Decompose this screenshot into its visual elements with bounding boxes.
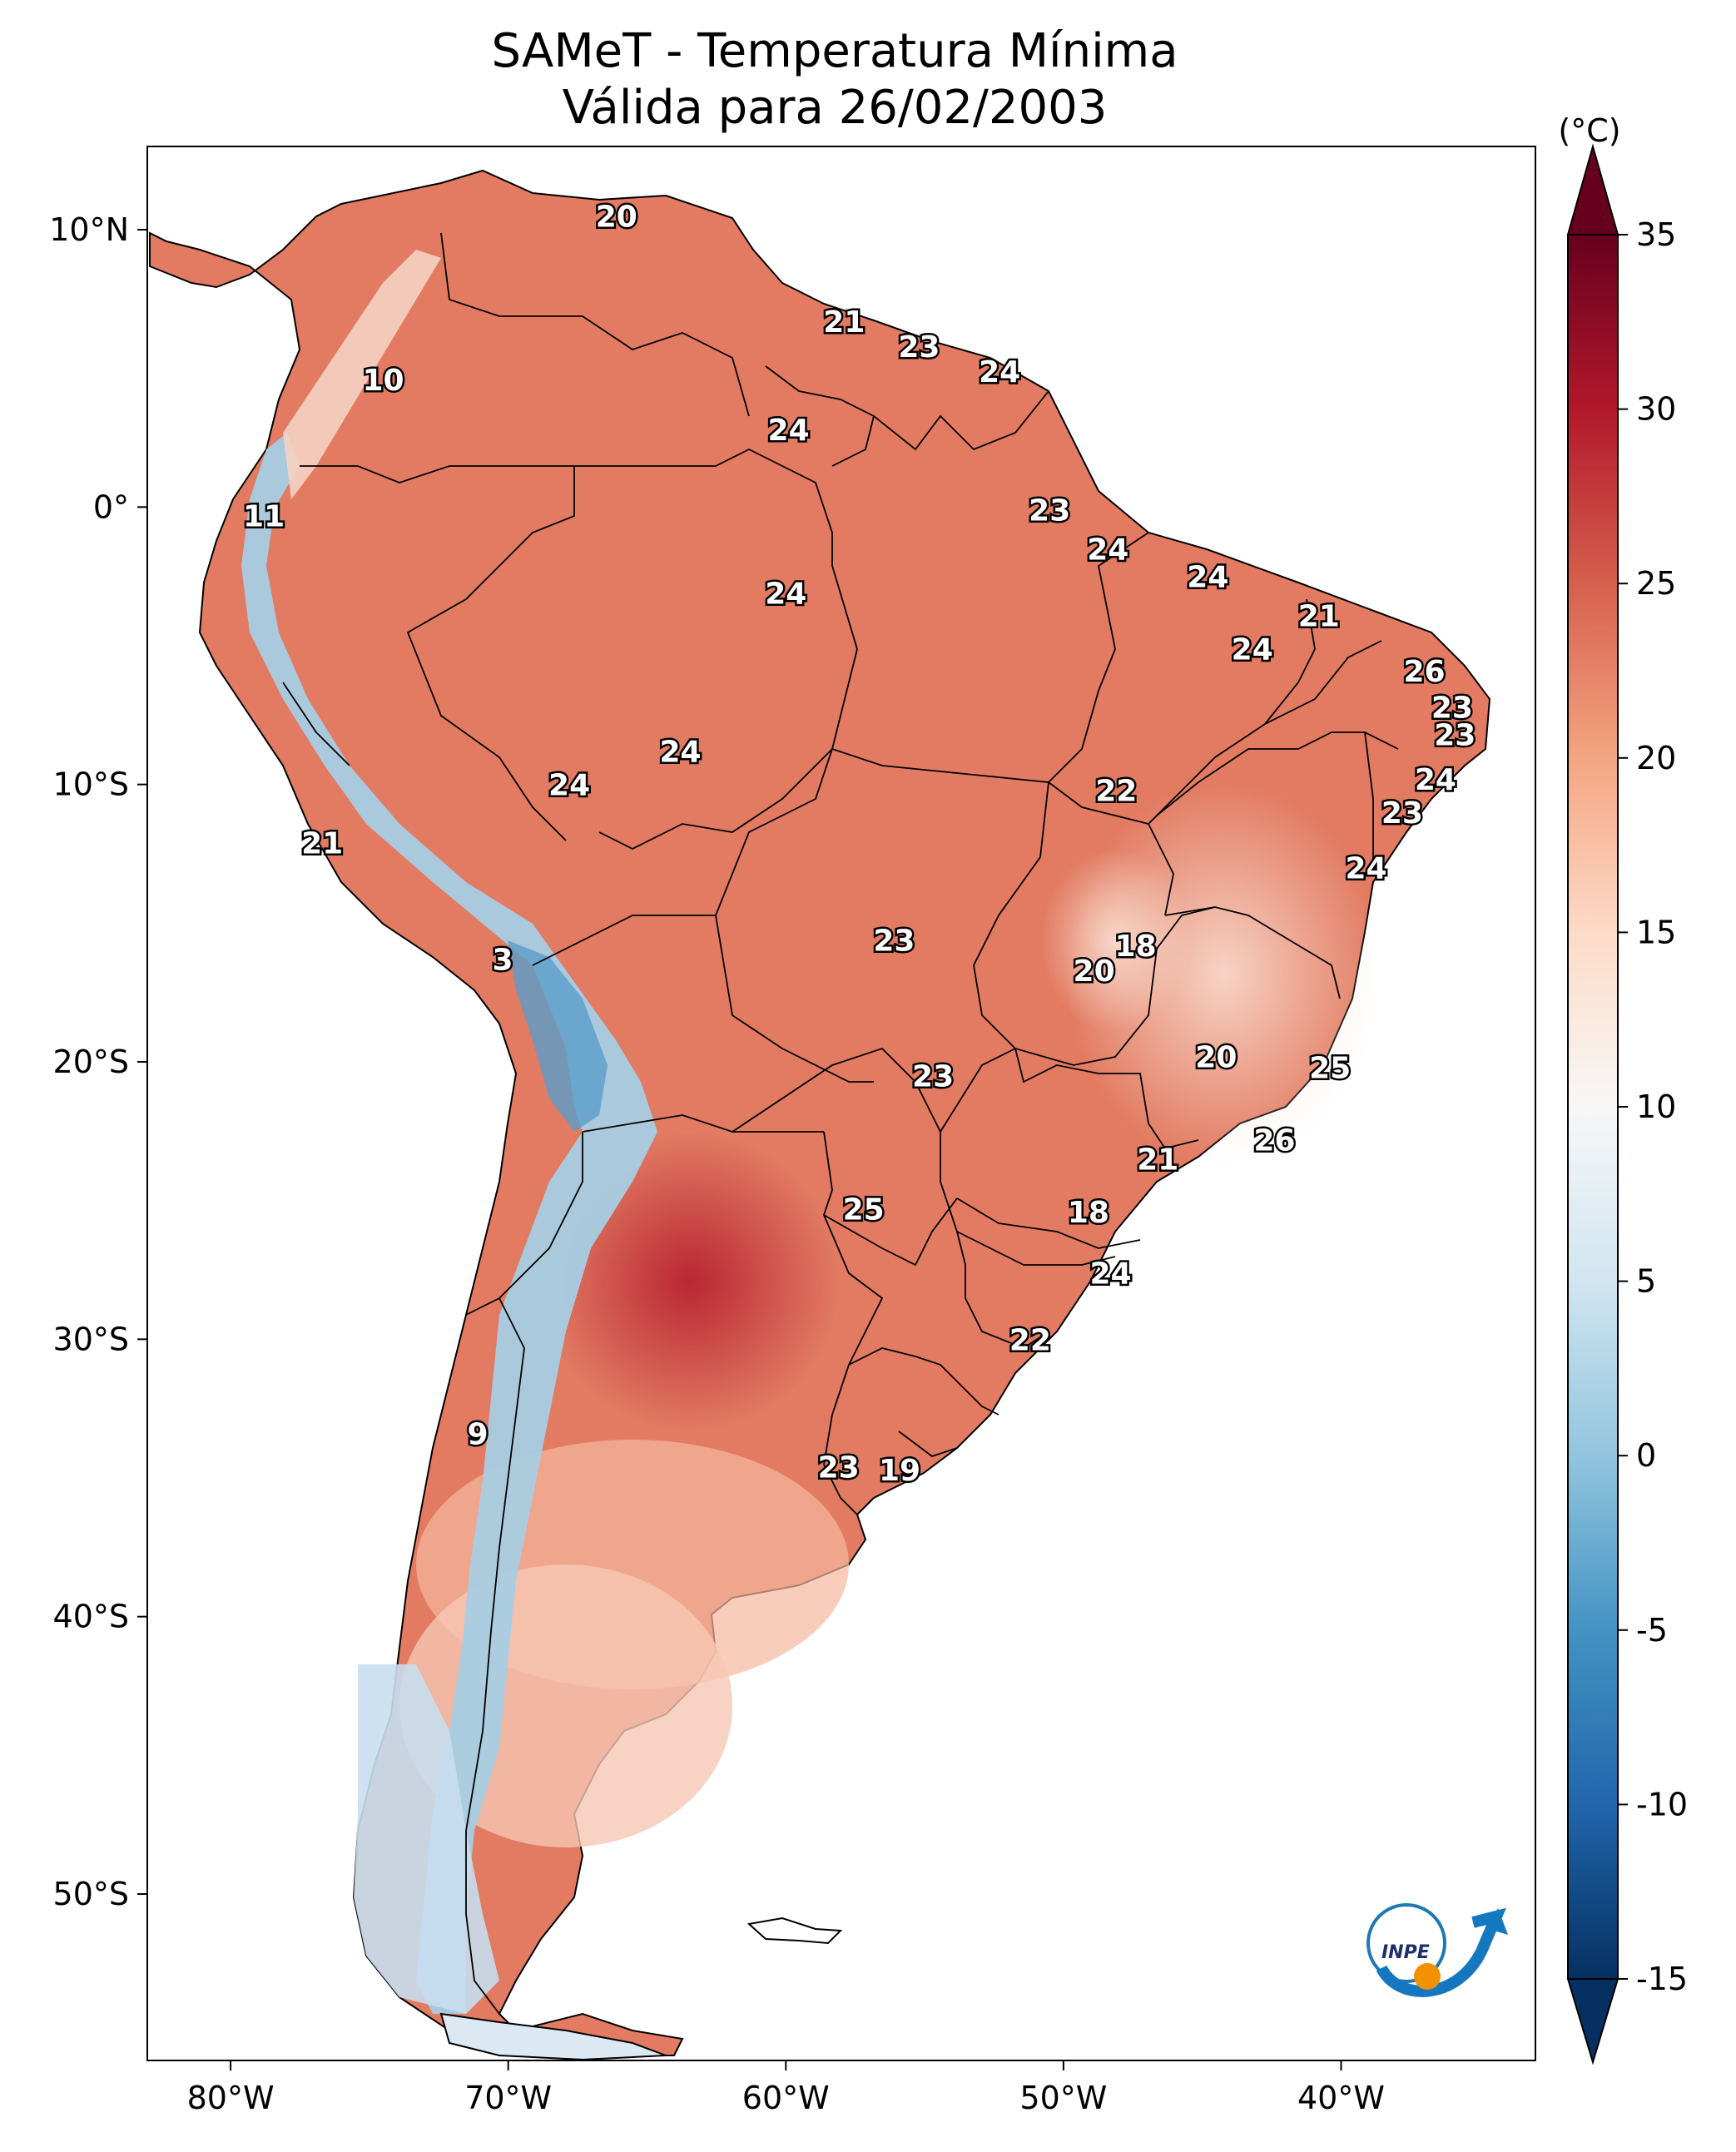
colorbar-tick-label: 0 [1636,1437,1656,1474]
lon-tick-label: 40°W [1297,2080,1385,2116]
logo-arrow-head-icon [1486,1908,1508,1935]
station-value-label: 24 [1090,1257,1132,1291]
station-value-label: 23 [1431,691,1473,725]
lon-tick-label: 70°W [464,2080,552,2116]
station-value-label: 23 [818,1451,860,1485]
tierra-del-fuego [439,2012,667,2060]
colorbar-tick-label: 10 [1636,1088,1676,1125]
station-value-label: 24 [765,578,806,612]
station-value-label: 21 [1137,1143,1178,1178]
colorbar-unit: (°C) [1558,112,1620,149]
colorbar-bottom-extend [1566,1978,1619,2065]
station-value-label: 24 [1345,852,1386,886]
colombia-andes-cold [283,250,441,499]
lon-tick-label: 50°W [1019,2080,1107,2116]
station-value-label: 24 [979,355,1020,389]
station-value-label: 21 [301,827,343,861]
station-value-label: 19 [879,1454,920,1488]
lon-tick-label: 60°W [742,2080,830,2116]
country-borders [282,232,1399,2015]
colorbar-tick-label: 30 [1636,391,1676,428]
station-value-label: 23 [898,330,940,364]
station-value-label: 11 [243,499,285,533]
colorbar-tick-label: -5 [1636,1612,1668,1649]
colorbar-tick-label: -10 [1636,1786,1688,1822]
inpe-logo: INPE [1366,1903,1508,1997]
colorbar-top-extend [1566,143,1619,236]
colorbar-tick-label: 25 [1636,565,1676,602]
lat-tick-label: 40°S [53,1599,129,1635]
station-value-label: 23 [1381,796,1423,831]
falkland-islands [746,1916,843,1945]
station-value-label: 9 [467,1418,488,1452]
station-value-label: 24 [1187,561,1228,595]
colorbar-tick-label: -15 [1636,1961,1688,1997]
lat-tick-label: 20°S [53,1044,129,1080]
andes-cold-band [241,433,657,2014]
station-value-label: 23 [873,924,915,958]
station-value-label: 21 [1298,599,1340,633]
station-value-label: 10 [363,364,404,398]
station-value-label: 3 [492,944,513,978]
colorbar-tick-label: 15 [1636,914,1676,950]
station-value-label: 23 [912,1060,954,1094]
logo-orange-dot-icon [1414,1963,1441,1990]
colorbar: (°C) 35 30 25 20 15 10 5 0 -5 -10 -15 [1558,112,1688,2065]
logo-ring-icon [1366,1903,1446,1983]
map-axes: 80°W 70°W 60°W 50°W 40°W 10°N 0° 10°S 20°S 30°S 40… [49,211,1385,2116]
lat-tick-label: 0° [93,488,129,525]
station-value-label: 24 [1415,763,1456,797]
station-value-label: 24 [659,736,701,770]
colorbar-tick-label: 5 [1636,1263,1656,1300]
station-value-label: 23 [1434,719,1476,753]
lat-tick-label: 50°S [53,1876,129,1912]
lat-tick-label: 30°S [53,1321,129,1357]
station-value-label: 25 [1309,1052,1351,1086]
patagonia-cold [354,1664,499,2014]
colorbar-tick-label: 35 [1636,216,1676,253]
station-value-label: 25 [843,1193,885,1227]
lat-tick-label: 10°S [53,766,129,803]
station-value-label: 26 [1404,655,1446,689]
station-value-label: 26 [1253,1123,1295,1158]
station-value-label: 18 [1068,1196,1109,1230]
station-value-label: 22 [1095,774,1137,808]
altiplano-cold-core [508,940,608,1132]
lat-tick-label: 10°N [49,211,129,248]
station-value-label: 24 [548,769,590,803]
colorbar-bar [1567,234,1619,1980]
colorbar-ticks: 35 30 25 20 15 10 5 0 -5 -10 -15 [1618,216,1688,1997]
station-value-label: 21 [823,305,865,340]
station-value-label: 20 [596,200,637,234]
title-line-1: SAMeT - Temperatura Mínima [491,24,1178,78]
title-line-2: Válida para 26/02/2003 [563,81,1108,135]
colorbar-tick-label: 20 [1636,740,1676,776]
station-value-label: 18 [1115,930,1157,964]
station-value-label: 20 [1195,1040,1237,1074]
map-frame [146,146,1536,2061]
station-value-label: 23 [1029,494,1070,528]
station-value-label: 20 [1074,955,1115,989]
logo-arrow-icon [1376,1907,1506,1997]
station-value-label: 22 [1009,1323,1051,1357]
logo-text: INPE [1381,1942,1430,1963]
station-value-label: 24 [1232,632,1273,667]
station-value-label: 24 [1087,533,1128,567]
station-value-label: 24 [768,414,810,448]
lon-tick-label: 80°W [187,2080,275,2116]
